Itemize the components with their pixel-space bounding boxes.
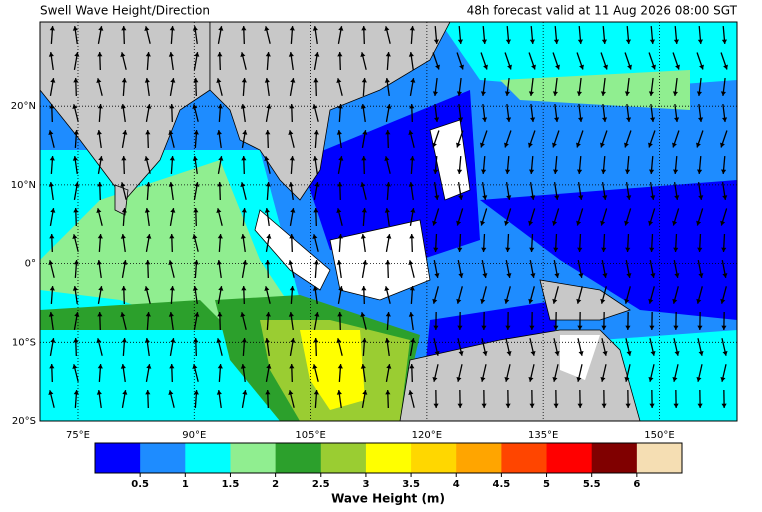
colorbar-tick-label: 6 [633,479,640,490]
colorbar-label: Wave Height (m) [331,492,445,506]
colorbar-tick-label: 5.5 [583,479,601,490]
x-tick-label: 75°E [66,430,90,441]
colorbar-swatch [592,443,638,473]
colorbar-tick-label: 2.5 [312,479,330,490]
colorbar-swatch [95,443,141,473]
colorbar-tick-label: 2 [272,479,279,490]
colorbar-swatch [321,443,367,473]
x-tick-label: 90°E [182,430,206,441]
map-subtitle: 48h forecast valid at 11 Aug 2026 08:00 … [467,4,738,18]
colorbar: 0.5 1 1.5 2 2.5 3 3.5 4 4.5 5 5.5 6 [95,443,683,490]
colorbar-swatch [637,443,683,473]
colorbar-swatch [501,443,547,473]
x-tick-label: 150°E [644,430,674,441]
x-tick-label: 120°E [412,430,442,441]
y-tick-label: 10°S [12,337,36,348]
y-tick-label: 0° [25,259,36,270]
map [40,22,737,421]
colorbar-swatch [456,443,502,473]
colorbar-tick-label: 5 [543,479,550,490]
x-tick-label: 135°E [528,430,558,441]
colorbar-tick-label: 1 [182,479,189,490]
colorbar-tick-label: 0.5 [131,479,149,490]
y-tick-label: 20°N [11,101,36,112]
y-tick-label: 10°N [11,180,36,191]
colorbar-swatch [366,443,412,473]
colorbar-swatch [276,443,322,473]
colorbar-tick-label: 3.5 [402,479,420,490]
colorbar-swatch [230,443,276,473]
y-tick-label: 20°S [12,416,36,427]
colorbar-swatch [547,443,593,473]
colorbar-tick-label: 4 [453,479,460,490]
colorbar-swatch [411,443,457,473]
colorbar-swatch [140,443,186,473]
x-tick-label: 105°E [295,430,325,441]
colorbar-tick-label: 3 [362,479,369,490]
colorbar-swatch [185,443,231,473]
colorbar-tick-label: 1.5 [222,479,240,490]
colorbar-tick-label: 4.5 [493,479,511,490]
map-title: Swell Wave Height/Direction [40,4,210,18]
